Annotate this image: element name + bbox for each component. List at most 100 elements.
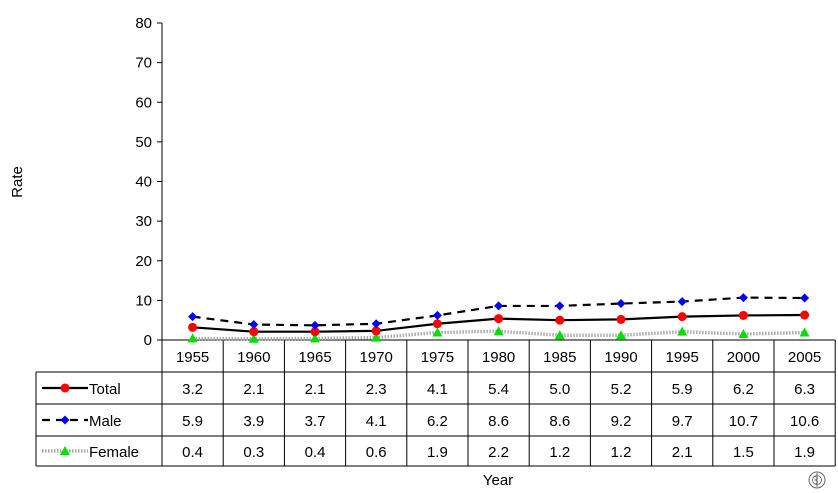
data-label: 3.7 bbox=[305, 413, 326, 430]
data-point-total bbox=[494, 314, 504, 324]
legend-key-marker bbox=[60, 446, 70, 455]
x-tick-label: 1955 bbox=[176, 349, 209, 366]
legend-key-marker bbox=[60, 383, 70, 393]
data-point-female bbox=[432, 327, 443, 337]
data-point-female bbox=[616, 330, 626, 340]
data-label: 3.2 bbox=[182, 381, 203, 398]
data-label: 8.6 bbox=[549, 413, 570, 430]
data-label: 4.1 bbox=[366, 413, 387, 430]
data-label: 2.3 bbox=[366, 381, 387, 398]
y-tick-label: 40 bbox=[135, 174, 152, 191]
x-tick-label: 1970 bbox=[360, 349, 393, 366]
data-point-total bbox=[800, 310, 810, 320]
y-tick-label: 80 bbox=[135, 15, 152, 32]
data-label: 2.1 bbox=[305, 381, 326, 398]
data-point-total bbox=[738, 310, 748, 320]
data-label: 4.1 bbox=[427, 381, 448, 398]
data-point-female bbox=[493, 326, 504, 336]
data-point-female bbox=[677, 326, 688, 336]
data-table: Total 3.2 2.1 2.1 2.3 4.1 5.4 5.0 5.2 5.9 6.2 6.3 Ma… bbox=[42, 381, 819, 461]
data-point-female bbox=[371, 332, 382, 342]
y-tick-label: 30 bbox=[135, 213, 152, 230]
data-point-total bbox=[188, 322, 198, 332]
data-label: 9.2 bbox=[611, 413, 632, 430]
data-label: 2.2 bbox=[488, 444, 509, 461]
data-label: 0.4 bbox=[182, 444, 203, 461]
x-tick-label: 1965 bbox=[298, 349, 331, 366]
data-label: 5.2 bbox=[611, 381, 632, 398]
data-label: 1.9 bbox=[794, 444, 815, 461]
x-tick-label: 1960 bbox=[237, 349, 270, 366]
data-point-total bbox=[616, 314, 626, 324]
data-point-male bbox=[800, 293, 810, 303]
data-label: 1.9 bbox=[427, 444, 448, 461]
data-label: 5.9 bbox=[672, 381, 693, 398]
data-label: 6.3 bbox=[794, 381, 815, 398]
data-point-total bbox=[249, 327, 259, 337]
y-tick-label: 0 bbox=[144, 332, 152, 349]
data-label: 2.1 bbox=[243, 381, 264, 398]
data-point-male bbox=[738, 293, 748, 303]
data-point-male bbox=[188, 312, 198, 322]
data-label: 0.3 bbox=[243, 444, 264, 461]
data-point-total bbox=[310, 327, 320, 337]
x-tick-label: 1975 bbox=[421, 349, 454, 366]
data-point-total bbox=[371, 326, 381, 336]
data-point-female bbox=[554, 330, 565, 340]
data-point-female bbox=[799, 327, 810, 337]
data-point-male bbox=[310, 320, 320, 330]
x-tick-label: 2000 bbox=[727, 349, 760, 366]
x-tick-label: 2005 bbox=[788, 349, 821, 366]
data-point-male bbox=[432, 310, 442, 320]
data-label: 5.0 bbox=[549, 381, 570, 398]
legend-key-marker bbox=[60, 415, 70, 425]
data-label: 6.2 bbox=[733, 381, 754, 398]
data-label: 1.5 bbox=[733, 444, 754, 461]
y-tick-label: 20 bbox=[135, 253, 152, 270]
x-axis-categories: 1955 1960 1965 1970 1975 1980 1985 1990 1995 2000… bbox=[176, 349, 821, 366]
y-tick-label: 70 bbox=[135, 55, 152, 72]
legend-label: Male bbox=[89, 413, 122, 430]
y-tick-label: 60 bbox=[135, 94, 152, 111]
x-axis-title: Year bbox=[483, 472, 513, 489]
data-point-male bbox=[677, 297, 687, 307]
who-emblem-icon bbox=[808, 471, 826, 489]
x-tick-label: 1990 bbox=[604, 349, 637, 366]
data-label: 2.1 bbox=[672, 444, 693, 461]
x-tick-label: 1980 bbox=[482, 349, 515, 366]
y-axis-title: Rate bbox=[9, 166, 26, 198]
data-point-male bbox=[371, 319, 381, 329]
data-label: 8.6 bbox=[488, 413, 509, 430]
data-point-male bbox=[616, 299, 626, 309]
data-point-total bbox=[677, 312, 687, 322]
x-tick-label: 1995 bbox=[666, 349, 699, 366]
data-point-total bbox=[555, 315, 565, 325]
data-label: 0.4 bbox=[305, 444, 326, 461]
y-axis: 0 10 20 30 40 50 60 70 80 bbox=[135, 15, 163, 349]
data-label: 0.6 bbox=[366, 444, 387, 461]
data-point-male bbox=[555, 301, 565, 311]
data-point-male bbox=[494, 301, 504, 311]
series-line-male bbox=[192, 296, 805, 327]
data-label: 1.2 bbox=[611, 444, 632, 461]
x-tick-label: 1985 bbox=[543, 349, 576, 366]
data-point-female bbox=[738, 329, 749, 339]
y-tick-label: 50 bbox=[135, 134, 152, 151]
data-point-male bbox=[249, 320, 259, 330]
data-label: 6.2 bbox=[427, 413, 448, 430]
y-tick-label: 10 bbox=[135, 292, 152, 309]
data-label: 10.7 bbox=[729, 413, 758, 430]
data-label: 1.2 bbox=[549, 444, 570, 461]
legend-label: Female bbox=[89, 444, 139, 461]
data-point-female bbox=[187, 333, 198, 343]
legend-label: Total bbox=[89, 381, 121, 398]
data-label: 10.6 bbox=[790, 413, 819, 430]
data-point-total bbox=[432, 319, 442, 329]
data-label: 5.4 bbox=[488, 381, 509, 398]
series-markers bbox=[187, 293, 810, 343]
data-label: 9.7 bbox=[672, 413, 693, 430]
data-point-female bbox=[310, 333, 320, 343]
data-point-female bbox=[248, 333, 259, 343]
data-label: 3.9 bbox=[243, 413, 264, 430]
